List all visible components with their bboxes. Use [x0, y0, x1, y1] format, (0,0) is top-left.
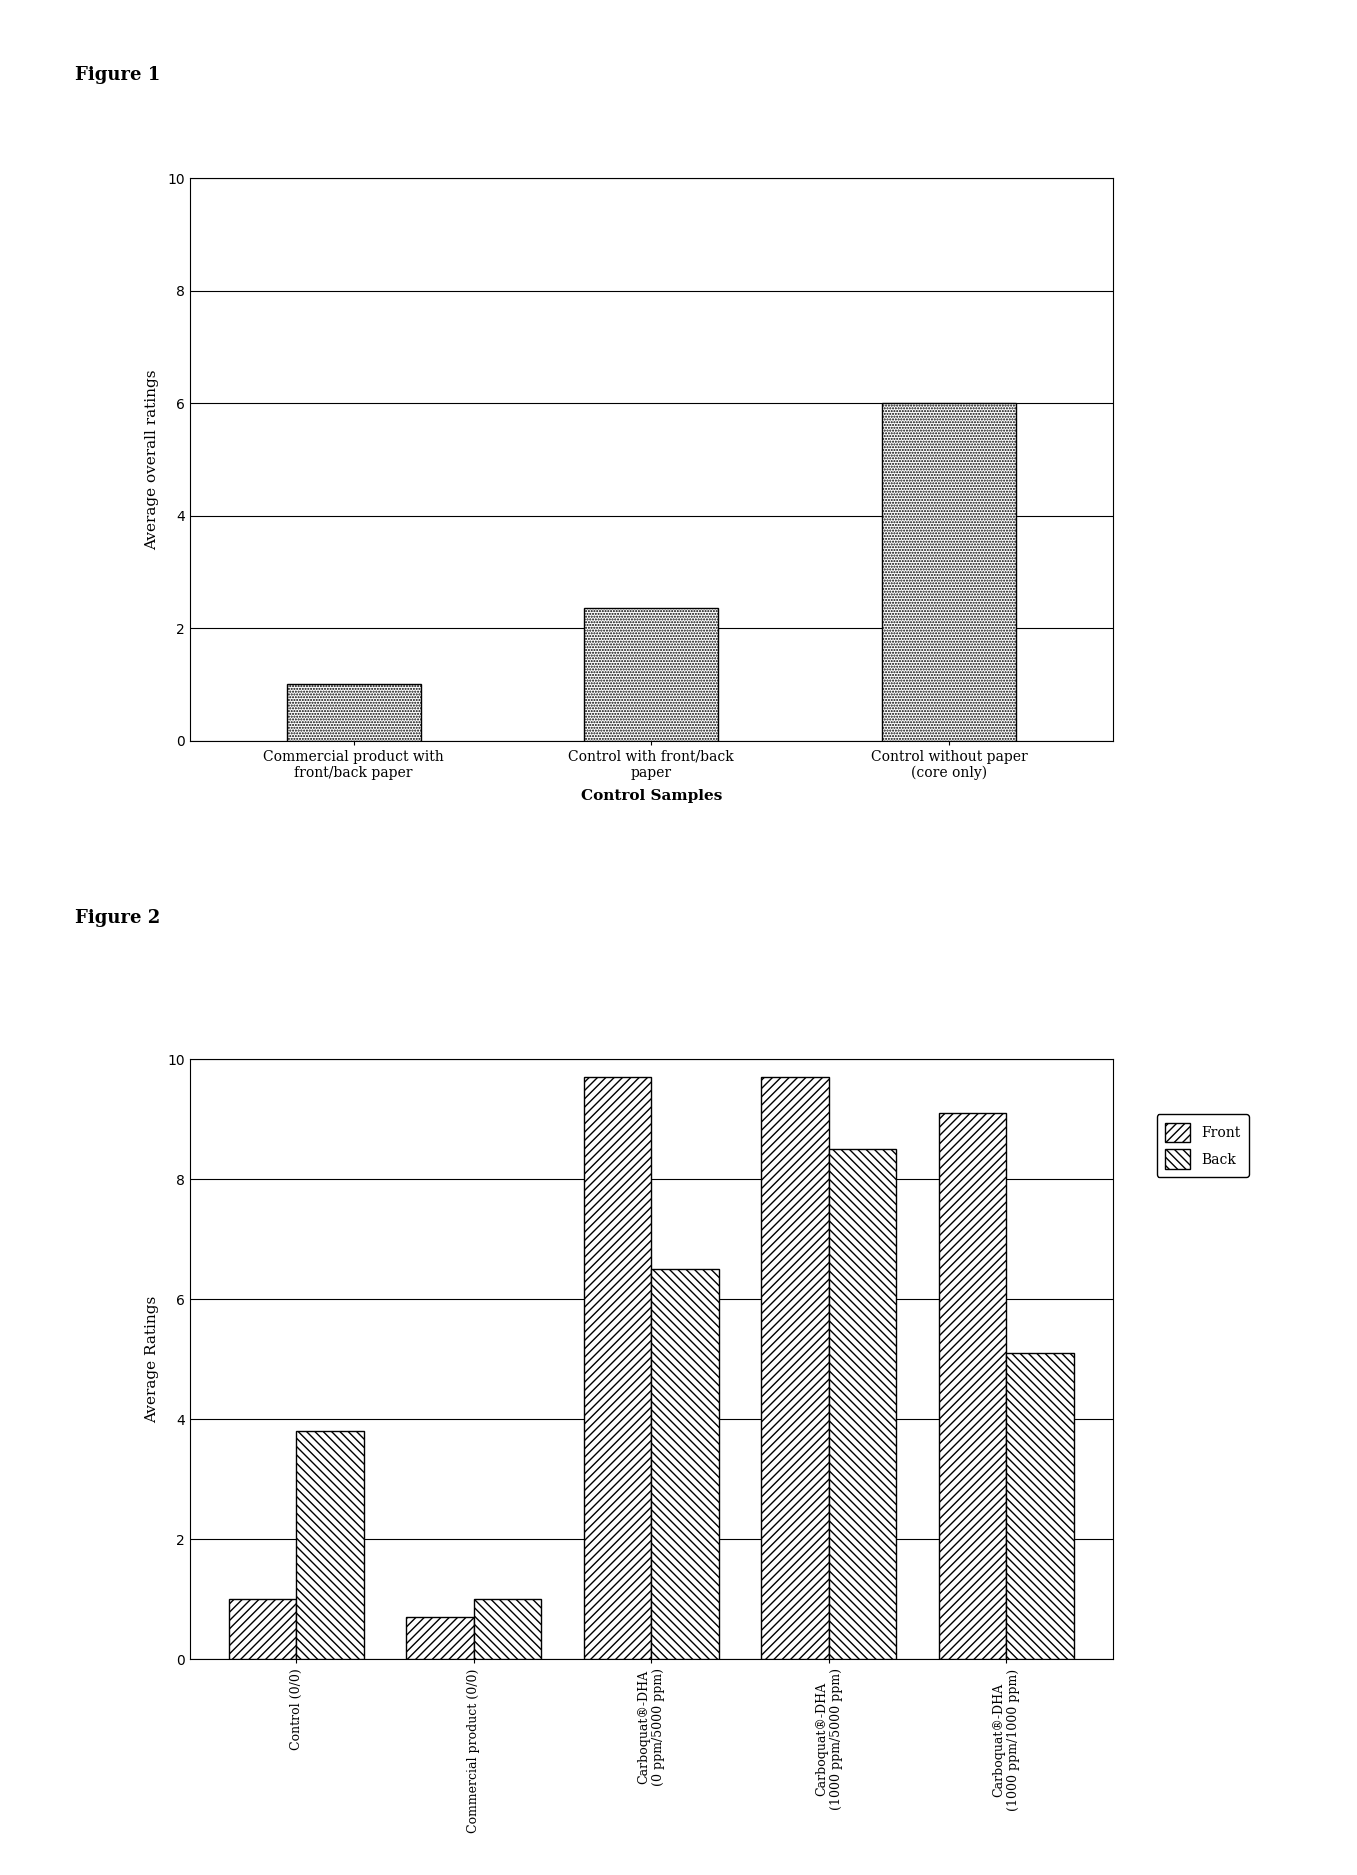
Bar	[585, 608, 718, 741]
Bar	[286, 684, 421, 741]
Bar	[296, 1431, 364, 1659]
Bar	[939, 1114, 1007, 1659]
Text: Figure 1: Figure 1	[75, 66, 160, 84]
Bar	[651, 1269, 719, 1659]
Bar	[229, 1599, 296, 1659]
Y-axis label: Average Ratings: Average Ratings	[145, 1296, 159, 1423]
Y-axis label: Average overall ratings: Average overall ratings	[145, 369, 159, 549]
Bar	[474, 1599, 541, 1659]
Bar	[829, 1149, 896, 1659]
Bar	[761, 1078, 829, 1659]
Bar	[1007, 1354, 1073, 1659]
Legend: Front, Back: Front, Back	[1156, 1114, 1248, 1178]
Bar	[584, 1078, 651, 1659]
X-axis label: Control Samples: Control Samples	[581, 789, 722, 802]
Bar	[407, 1618, 474, 1659]
Bar	[882, 403, 1016, 741]
Text: Figure 2: Figure 2	[75, 909, 160, 928]
